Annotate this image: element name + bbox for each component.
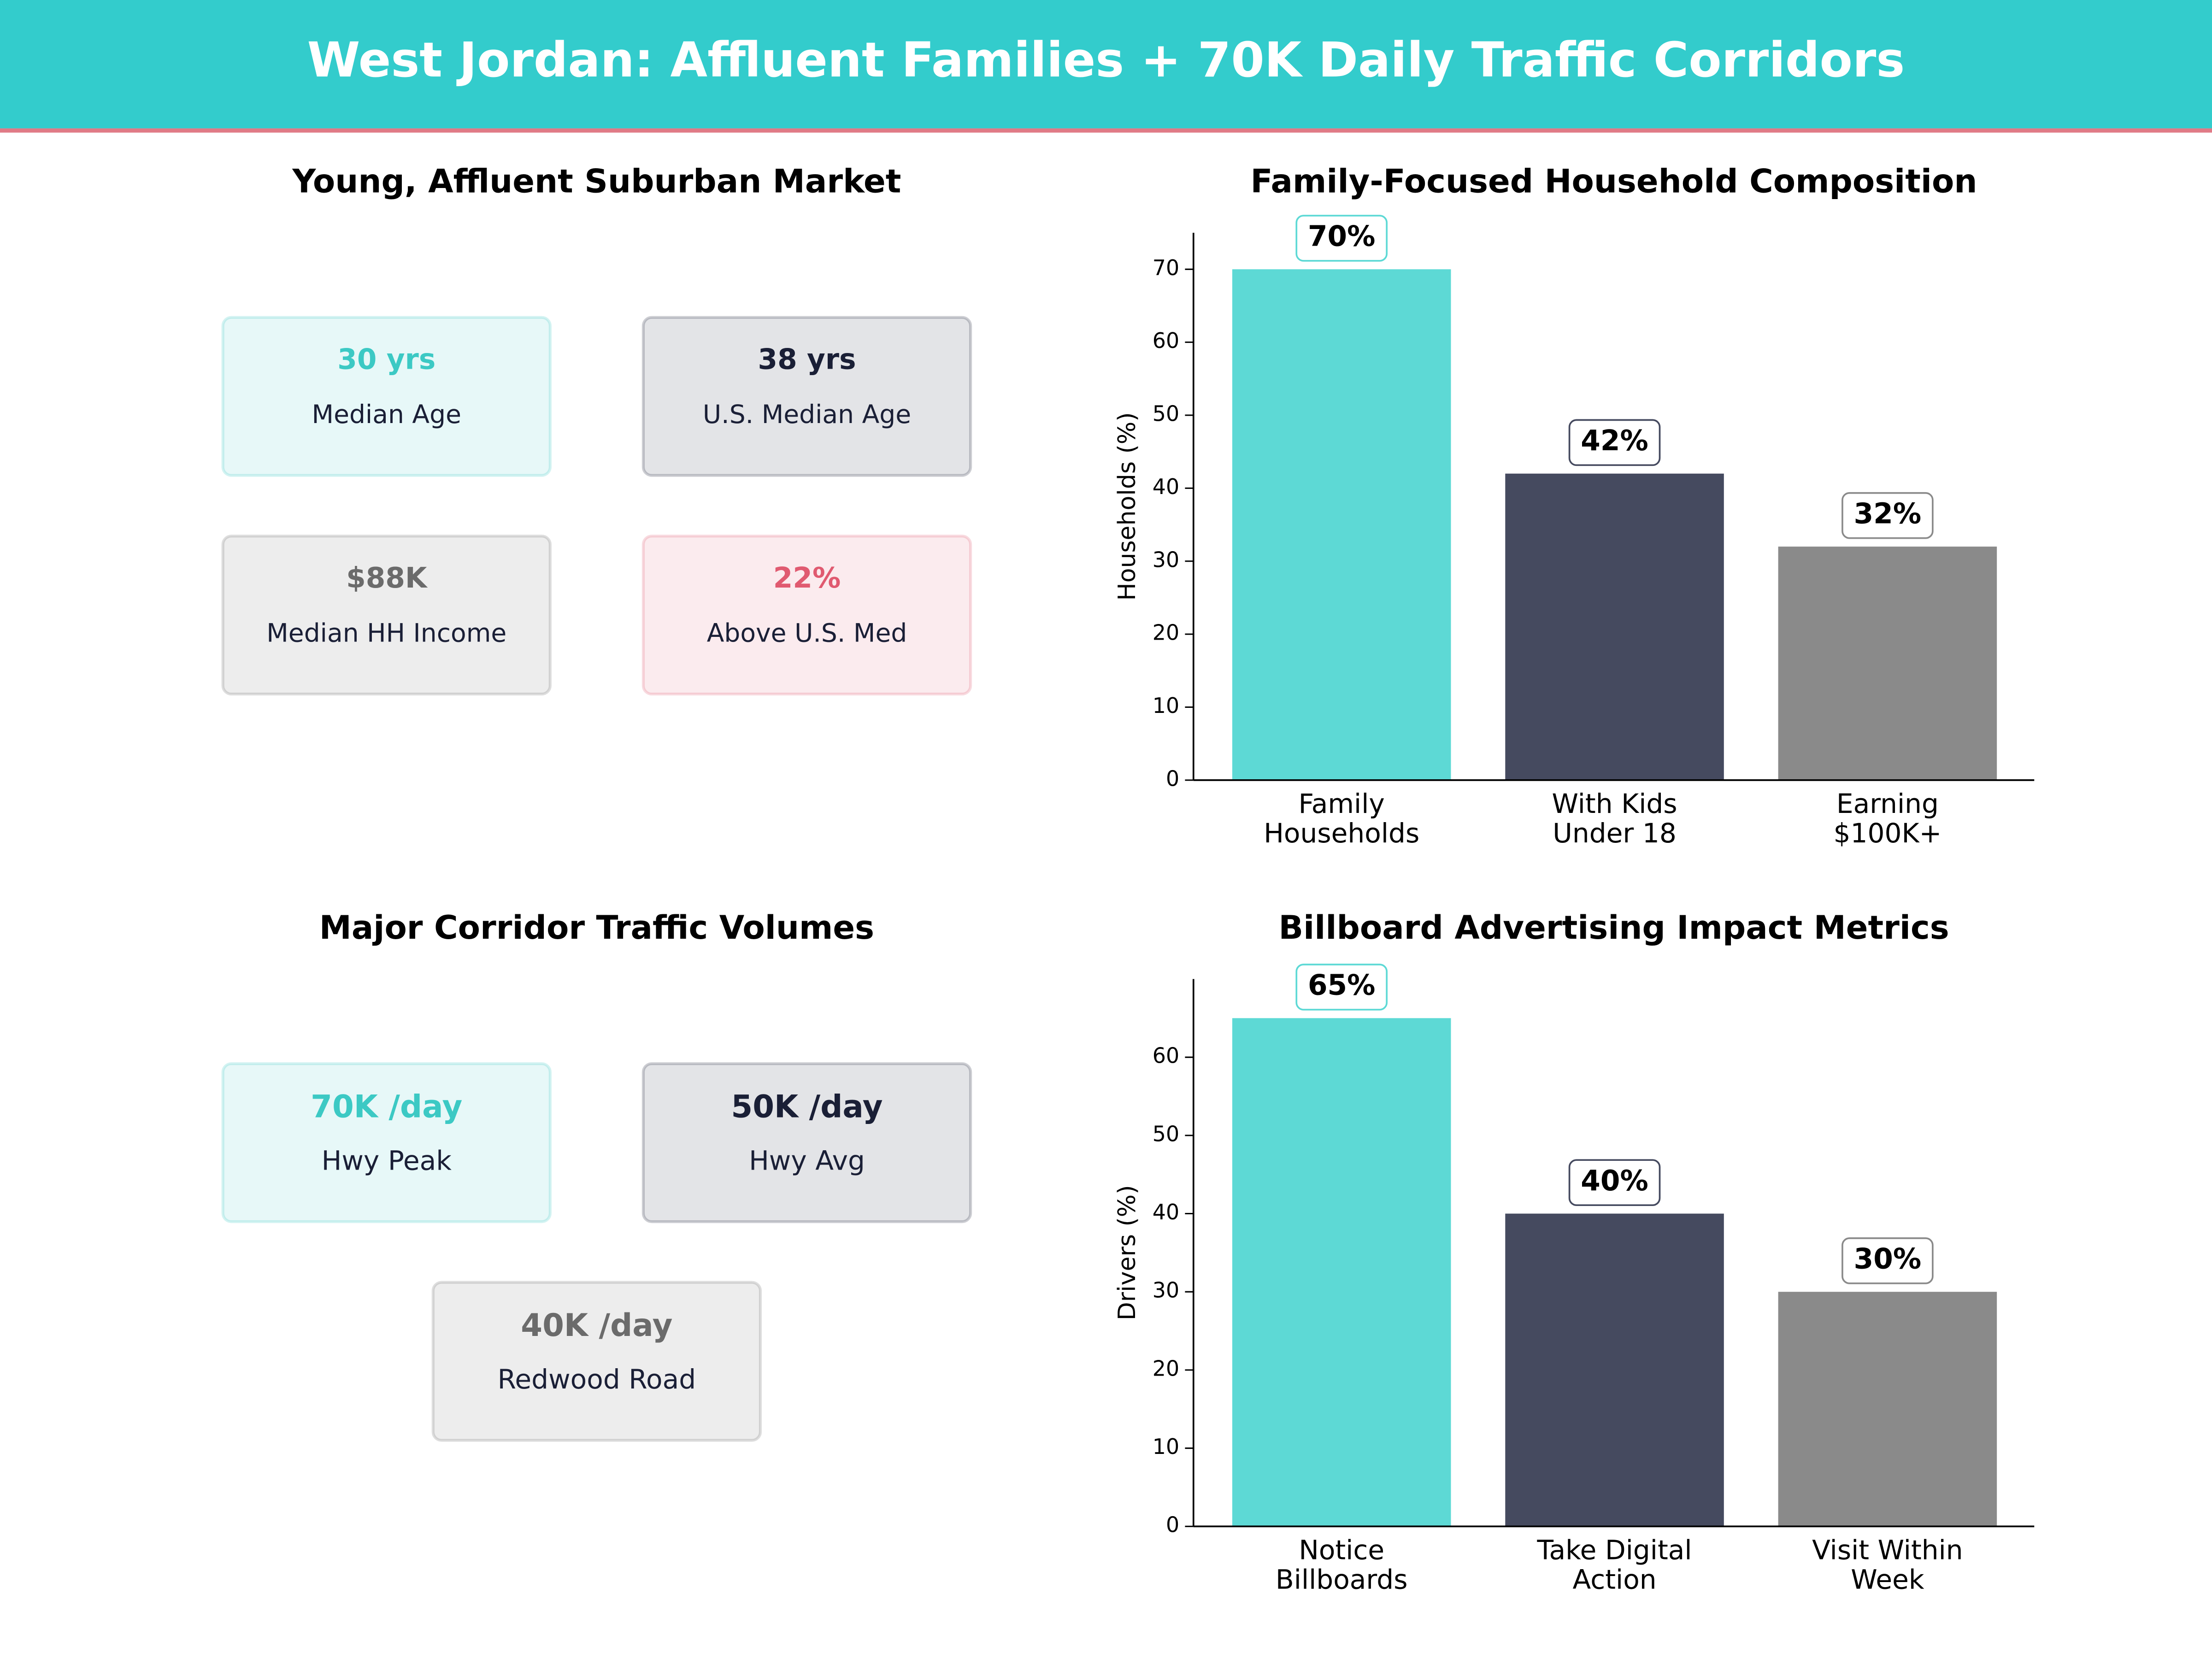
panel-title: Major Corridor Traffic Volumes xyxy=(319,909,874,947)
kpi-value: 70K /day xyxy=(311,1088,462,1125)
value-label-box xyxy=(1568,419,1661,466)
bar xyxy=(1778,1292,1997,1527)
bar xyxy=(1505,473,1724,780)
kpi-label: Redwood Road xyxy=(498,1364,696,1395)
y-tick-label: 40 xyxy=(1153,1200,1179,1224)
x-tick-label: Notice Billboards xyxy=(1276,1534,1408,1595)
y-tick-label: 20 xyxy=(1153,1356,1179,1381)
kpi-label: Median Age xyxy=(312,400,461,429)
kpi-label: Hwy Avg xyxy=(749,1145,865,1177)
y-axis-label: Households (%) xyxy=(1113,412,1141,600)
panel-title: Young, Affluent Suburban Market xyxy=(292,162,901,200)
y-axis-label: Drivers (%) xyxy=(1113,1185,1141,1320)
value-label: 70% xyxy=(1308,220,1376,253)
kpi-value: 22% xyxy=(773,562,841,594)
bar xyxy=(1232,1018,1451,1527)
kpi-card xyxy=(221,1062,552,1224)
kpi-value: 38 yrs xyxy=(758,343,856,376)
value-label-box xyxy=(1841,1237,1934,1284)
value-label: 32% xyxy=(1854,497,1922,530)
kpi-card xyxy=(641,316,972,477)
y-tick-label: 0 xyxy=(1166,766,1179,791)
header-bar xyxy=(0,0,2212,129)
value-label-box xyxy=(1841,492,1934,539)
y-tick-label: 0 xyxy=(1166,1512,1179,1537)
y-tick-label: 50 xyxy=(1153,1121,1179,1146)
value-label: 65% xyxy=(1308,969,1376,1002)
value-label: 40% xyxy=(1581,1165,1648,1197)
kpi-card xyxy=(221,535,552,696)
chart-title: Family-Focused Household Composition xyxy=(1251,162,1977,200)
kpi-card xyxy=(431,1281,762,1442)
y-tick-label: 50 xyxy=(1153,401,1179,426)
y-tick-label: 10 xyxy=(1153,693,1179,718)
y-tick-label: 70 xyxy=(1153,255,1179,280)
header-accent xyxy=(0,128,2212,133)
bar xyxy=(1232,269,1451,780)
x-tick-label: Earning $100K+ xyxy=(1833,788,1941,849)
kpi-label: Above U.S. Med xyxy=(707,618,907,648)
kpi-label: U.S. Median Age xyxy=(703,400,911,429)
kpi-label: Median HH Income xyxy=(266,618,506,648)
x-tick-label: Take Digital Action xyxy=(1537,1534,1692,1595)
value-label-box xyxy=(1295,215,1388,262)
kpi-value: 50K /day xyxy=(731,1088,882,1125)
x-tick-label: With Kids Under 18 xyxy=(1552,788,1677,849)
x-tick-label: Family Households xyxy=(1264,788,1419,849)
bar xyxy=(1505,1213,1724,1527)
y-tick-label: 30 xyxy=(1153,547,1179,572)
kpi-card xyxy=(221,316,552,477)
bar xyxy=(1778,547,1997,780)
y-tick-label: 60 xyxy=(1153,328,1179,353)
chart-title: Billboard Advertising Impact Metrics xyxy=(1278,909,1949,947)
y-tick-label: 40 xyxy=(1153,474,1179,499)
kpi-value: 30 yrs xyxy=(337,343,435,376)
value-label: 42% xyxy=(1581,424,1648,457)
kpi-value: $88K xyxy=(346,562,428,594)
y-tick-label: 30 xyxy=(1153,1278,1179,1303)
kpi-card xyxy=(641,535,972,696)
y-tick-label: 60 xyxy=(1153,1043,1179,1068)
value-label: 30% xyxy=(1854,1242,1922,1275)
page-title: West Jordan: Affluent Families + 70K Dai… xyxy=(307,32,1905,88)
value-label-box xyxy=(1568,1159,1661,1206)
kpi-value: 40K /day xyxy=(521,1307,672,1343)
kpi-card xyxy=(641,1062,972,1224)
kpi-label: Hwy Peak xyxy=(322,1145,452,1177)
y-tick-label: 10 xyxy=(1153,1434,1179,1459)
value-label-box xyxy=(1295,964,1388,1011)
x-tick-label: Visit Within Week xyxy=(1812,1534,1963,1595)
y-tick-label: 20 xyxy=(1153,620,1179,645)
